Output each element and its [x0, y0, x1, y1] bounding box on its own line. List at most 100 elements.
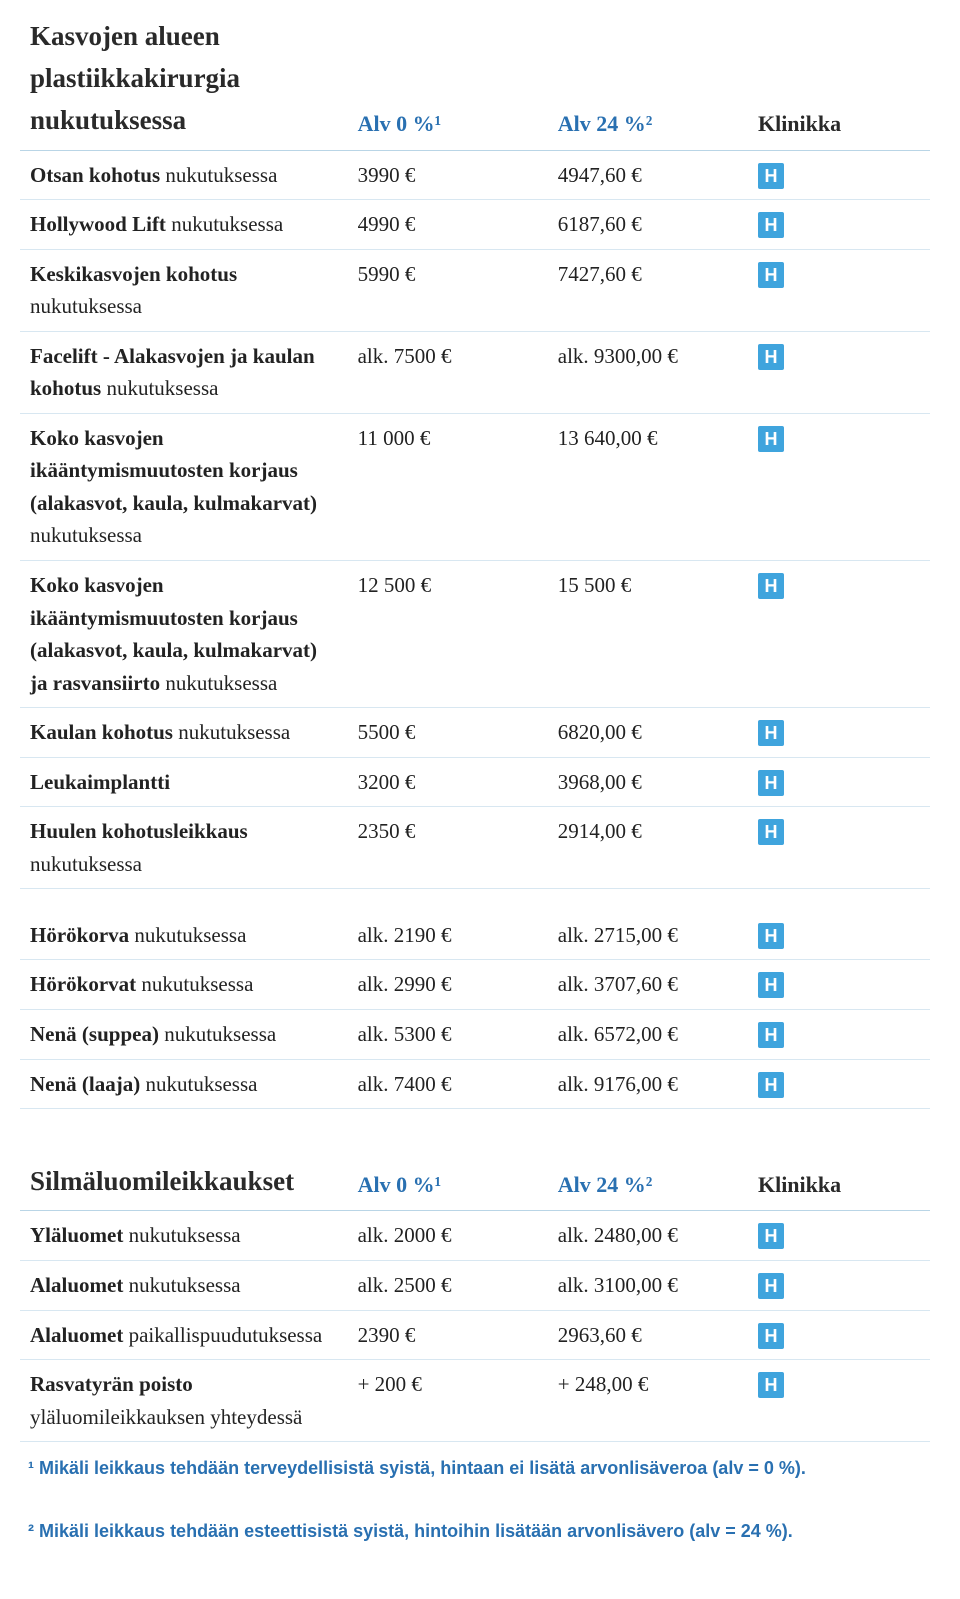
price-alv24: 3968,00 € — [548, 757, 748, 807]
klinikka-cell: H — [748, 1310, 930, 1360]
klinikka-cell: H — [748, 1059, 930, 1109]
price-alv0: 11 000 € — [348, 413, 548, 560]
table-row: Hörökorvat nukutuksessaalk. 2990 €alk. 3… — [20, 960, 930, 1010]
price-alv24: 6187,60 € — [548, 200, 748, 250]
procedure-name: Hollywood Lift nukutuksessa — [20, 200, 348, 250]
table-row: Nenä (suppea) nukutuksessaalk. 5300 €alk… — [20, 1009, 930, 1059]
price-alv24: 13 640,00 € — [548, 413, 748, 560]
klinikka-cell: H — [748, 1211, 930, 1261]
pricing-table: Kasvojen alueen plastiikkakirurgia nukut… — [20, 8, 930, 1442]
price-alv24: alk. 3707,60 € — [548, 960, 748, 1010]
procedure-name: Leukaimplantti — [20, 757, 348, 807]
col-header-alv0: Alv 0 %¹ — [348, 8, 548, 150]
table-row: Yläluomet nukutuksessaalk. 2000 €alk. 24… — [20, 1211, 930, 1261]
procedure-name: Otsan kohotus nukutuksessa — [20, 150, 348, 200]
procedure-name: Alaluomet paikallispuudutuksessa — [20, 1310, 348, 1360]
hospital-icon: H — [758, 163, 784, 189]
price-alv0: 5500 € — [348, 708, 548, 758]
price-alv0: + 200 € — [348, 1360, 548, 1442]
price-alv24: alk. 2715,00 € — [548, 911, 748, 960]
table-row: Keskikasvojen kohotus nukutuksessa5990 €… — [20, 249, 930, 331]
footnote-1: ¹ Mikäli leikkaus tehdään terveydellisis… — [20, 1442, 930, 1505]
klinikka-cell: H — [748, 249, 930, 331]
hospital-icon: H — [758, 1323, 784, 1349]
procedure-name: Huulen kohotusleikkaus nukutuksessa — [20, 807, 348, 889]
procedure-name: Hörökorva nukutuksessa — [20, 911, 348, 960]
table-row: Nenä (laaja) nukutuksessaalk. 7400 €alk.… — [20, 1059, 930, 1109]
klinikka-cell: H — [748, 413, 930, 560]
procedure-name: Koko kasvojen ikääntymismuutosten korjau… — [20, 561, 348, 708]
price-alv0: 3200 € — [348, 757, 548, 807]
col-header-klinikka: Klinikka — [748, 8, 930, 150]
price-alv0: alk. 5300 € — [348, 1009, 548, 1059]
table-row: Alaluomet nukutuksessaalk. 2500 €alk. 31… — [20, 1260, 930, 1310]
hospital-icon: H — [758, 770, 784, 796]
page: Kasvojen alueen plastiikkakirurgia nukut… — [0, 0, 960, 1599]
table-row: Huulen kohotusleikkaus nukutuksessa2350 … — [20, 807, 930, 889]
col-header-klinikka: Klinikka — [748, 1153, 930, 1211]
hospital-icon: H — [758, 1273, 784, 1299]
col-header-alv24: Alv 24 %² — [548, 8, 748, 150]
table-row: Rasvatyrän poisto yläluomileikkauksen yh… — [20, 1360, 930, 1442]
table-row: Koko kasvojen ikääntymismuutosten korjau… — [20, 413, 930, 560]
price-alv0: 5990 € — [348, 249, 548, 331]
price-alv0: 3990 € — [348, 150, 548, 200]
hospital-icon: H — [758, 262, 784, 288]
procedure-name: Rasvatyrän poisto yläluomileikkauksen yh… — [20, 1360, 348, 1442]
col-header-alv24: Alv 24 %² — [548, 1153, 748, 1211]
hospital-icon: H — [758, 923, 784, 949]
price-alv0: 2390 € — [348, 1310, 548, 1360]
klinikka-cell: H — [748, 911, 930, 960]
procedure-name: Nenä (suppea) nukutuksessa — [20, 1009, 348, 1059]
hospital-icon: H — [758, 1022, 784, 1048]
hospital-icon: H — [758, 212, 784, 238]
price-alv24: 6820,00 € — [548, 708, 748, 758]
price-alv24: alk. 6572,00 € — [548, 1009, 748, 1059]
price-alv0: alk. 2000 € — [348, 1211, 548, 1261]
klinikka-cell: H — [748, 757, 930, 807]
table-row: Alaluomet paikallispuudutuksessa2390 €29… — [20, 1310, 930, 1360]
hospital-icon: H — [758, 819, 784, 845]
klinikka-cell: H — [748, 1360, 930, 1442]
hospital-icon: H — [758, 972, 784, 998]
klinikka-cell: H — [748, 561, 930, 708]
klinikka-cell: H — [748, 960, 930, 1010]
hospital-icon: H — [758, 720, 784, 746]
procedure-name: Kaulan kohotus nukutuksessa — [20, 708, 348, 758]
price-alv24: 7427,60 € — [548, 249, 748, 331]
table-row: Facelift - Alakasvojen ja kaulan kohotus… — [20, 331, 930, 413]
procedure-name: Koko kasvojen ikääntymismuutosten korjau… — [20, 413, 348, 560]
price-alv24: 2963,60 € — [548, 1310, 748, 1360]
hospital-icon: H — [758, 1072, 784, 1098]
price-alv24: alk. 3100,00 € — [548, 1260, 748, 1310]
price-alv0: alk. 2990 € — [348, 960, 548, 1010]
price-alv0: alk. 2190 € — [348, 911, 548, 960]
hospital-icon: H — [758, 1372, 784, 1398]
price-alv24: 4947,60 € — [548, 150, 748, 200]
procedure-name: Alaluomet nukutuksessa — [20, 1260, 348, 1310]
table-row: Hörökorva nukutuksessaalk. 2190 €alk. 27… — [20, 911, 930, 960]
klinikka-cell: H — [748, 331, 930, 413]
hospital-icon: H — [758, 426, 784, 452]
table-row: Koko kasvojen ikääntymismuutosten korjau… — [20, 561, 930, 708]
footnote-2: ² Mikäli leikkaus tehdään esteettisistä … — [20, 1505, 930, 1568]
price-alv0: 2350 € — [348, 807, 548, 889]
price-alv0: alk. 7500 € — [348, 331, 548, 413]
price-alv0: 12 500 € — [348, 561, 548, 708]
price-alv24: 2914,00 € — [548, 807, 748, 889]
price-alv24: + 248,00 € — [548, 1360, 748, 1442]
section-header-row: Kasvojen alueen plastiikkakirurgia nukut… — [20, 8, 930, 150]
procedure-name: Nenä (laaja) nukutuksessa — [20, 1059, 348, 1109]
klinikka-cell: H — [748, 807, 930, 889]
klinikka-cell: H — [748, 1260, 930, 1310]
klinikka-cell: H — [748, 708, 930, 758]
hospital-icon: H — [758, 573, 784, 599]
table-row: Kaulan kohotus nukutuksessa5500 €6820,00… — [20, 708, 930, 758]
table-row: Hollywood Lift nukutuksessa4990 €6187,60… — [20, 200, 930, 250]
spacer-row — [20, 1109, 930, 1131]
table-row: Otsan kohotus nukutuksessa3990 €4947,60 … — [20, 150, 930, 200]
price-alv0: 4990 € — [348, 200, 548, 250]
price-alv24: alk. 9176,00 € — [548, 1059, 748, 1109]
spacer-row — [20, 1131, 930, 1153]
klinikka-cell: H — [748, 200, 930, 250]
